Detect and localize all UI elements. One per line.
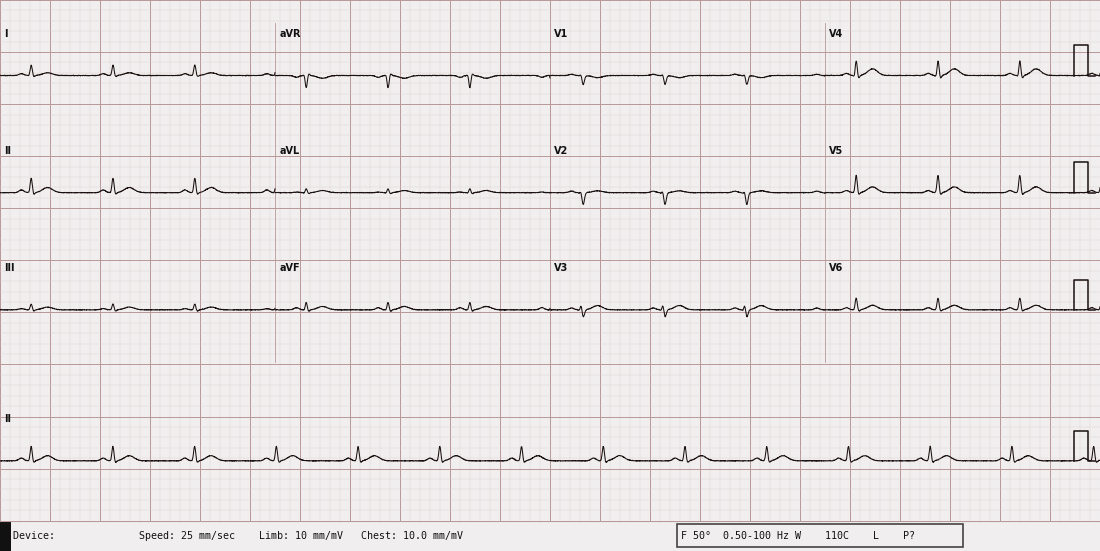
Text: I: I xyxy=(4,29,8,39)
Text: V4: V4 xyxy=(829,29,844,39)
Text: V2: V2 xyxy=(554,146,569,156)
Text: II: II xyxy=(4,146,11,156)
Text: II: II xyxy=(4,414,11,424)
Bar xyxy=(0,521,11,551)
Text: V3: V3 xyxy=(554,263,569,273)
Text: aVR: aVR xyxy=(279,29,301,39)
Text: III: III xyxy=(4,263,15,273)
Text: V5: V5 xyxy=(829,146,844,156)
Bar xyxy=(676,523,962,547)
Text: aVL: aVL xyxy=(279,146,299,156)
Text: V6: V6 xyxy=(829,263,844,273)
Text: aVF: aVF xyxy=(279,263,300,273)
Text: Device:              Speed: 25 mm/sec    Limb: 10 mm/mV   Chest: 10.0 mm/mV: Device: Speed: 25 mm/sec Limb: 10 mm/mV … xyxy=(13,531,463,541)
Text: F 50°  0.50-100 Hz W    110C    L    P?: F 50° 0.50-100 Hz W 110C L P? xyxy=(681,531,915,541)
Text: V1: V1 xyxy=(554,29,569,39)
